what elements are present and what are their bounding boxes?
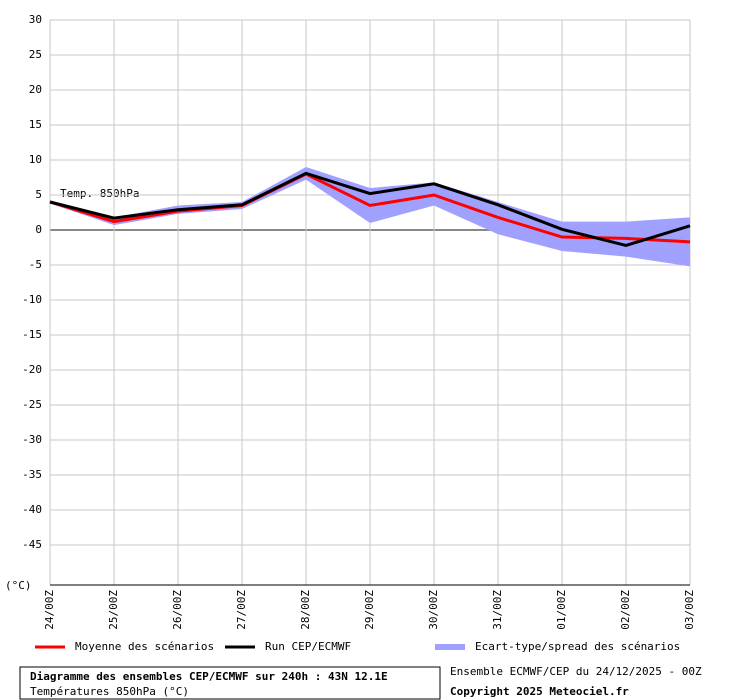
x-tick-label: 26/00Z — [171, 590, 184, 630]
x-tick-label: 24/00Z — [43, 590, 56, 630]
x-tick-label: 28/00Z — [299, 590, 312, 630]
y-tick-label: 15 — [29, 118, 42, 131]
annotation: Temp. 850hPa — [60, 187, 139, 200]
y-tick-label: 30 — [29, 13, 42, 26]
y-tick-label: 20 — [29, 83, 42, 96]
legend-label: Moyenne des scénarios — [75, 640, 214, 653]
x-tick-label: 25/00Z — [107, 590, 120, 630]
y-tick-label: 0 — [35, 223, 42, 236]
x-tick-label: 02/00Z — [619, 590, 632, 630]
y-tick-label: -40 — [22, 503, 42, 516]
y-tick-label: -10 — [22, 293, 42, 306]
y-tick-label: 25 — [29, 48, 42, 61]
copyright: Copyright 2025 Meteociel.fr — [450, 685, 629, 698]
y-tick-label: 5 — [35, 188, 42, 201]
x-tick-label: 29/00Z — [363, 590, 376, 630]
y-tick-label: -15 — [22, 328, 42, 341]
x-tick-label: 01/00Z — [555, 590, 568, 630]
x-tick-label: 03/00Z — [683, 590, 696, 630]
y-tick-label: -5 — [29, 258, 42, 271]
y-tick-label: -20 — [22, 363, 42, 376]
y-axis-label: (°C) — [5, 579, 32, 592]
x-tick-label: 31/00Z — [491, 590, 504, 630]
title-box — [19, 666, 441, 700]
series-line — [49, 172, 691, 244]
source: Ensemble ECMWF/CEP du 24/12/2025 - 00Z — [450, 665, 702, 678]
chart-title: Diagramme des ensembles CEP/ECMWF sur 24… — [30, 670, 388, 683]
legend-label: Run CEP/ECMWF — [265, 640, 351, 653]
y-tick-label: -45 — [22, 538, 42, 551]
spread-band — [50, 167, 690, 267]
legend-label: Ecart-type/spread des scénarios — [475, 640, 680, 653]
series-line — [49, 171, 691, 247]
y-tick-label: 10 — [29, 153, 42, 166]
x-tick-label: 27/00Z — [235, 590, 248, 630]
x-tick-label: 30/00Z — [427, 590, 440, 630]
y-tick-label: -30 — [22, 433, 42, 446]
y-tick-label: -25 — [22, 398, 42, 411]
y-tick-label: -35 — [22, 468, 42, 481]
chart-subtitle: Températures 850hPa (°C) — [30, 685, 189, 698]
